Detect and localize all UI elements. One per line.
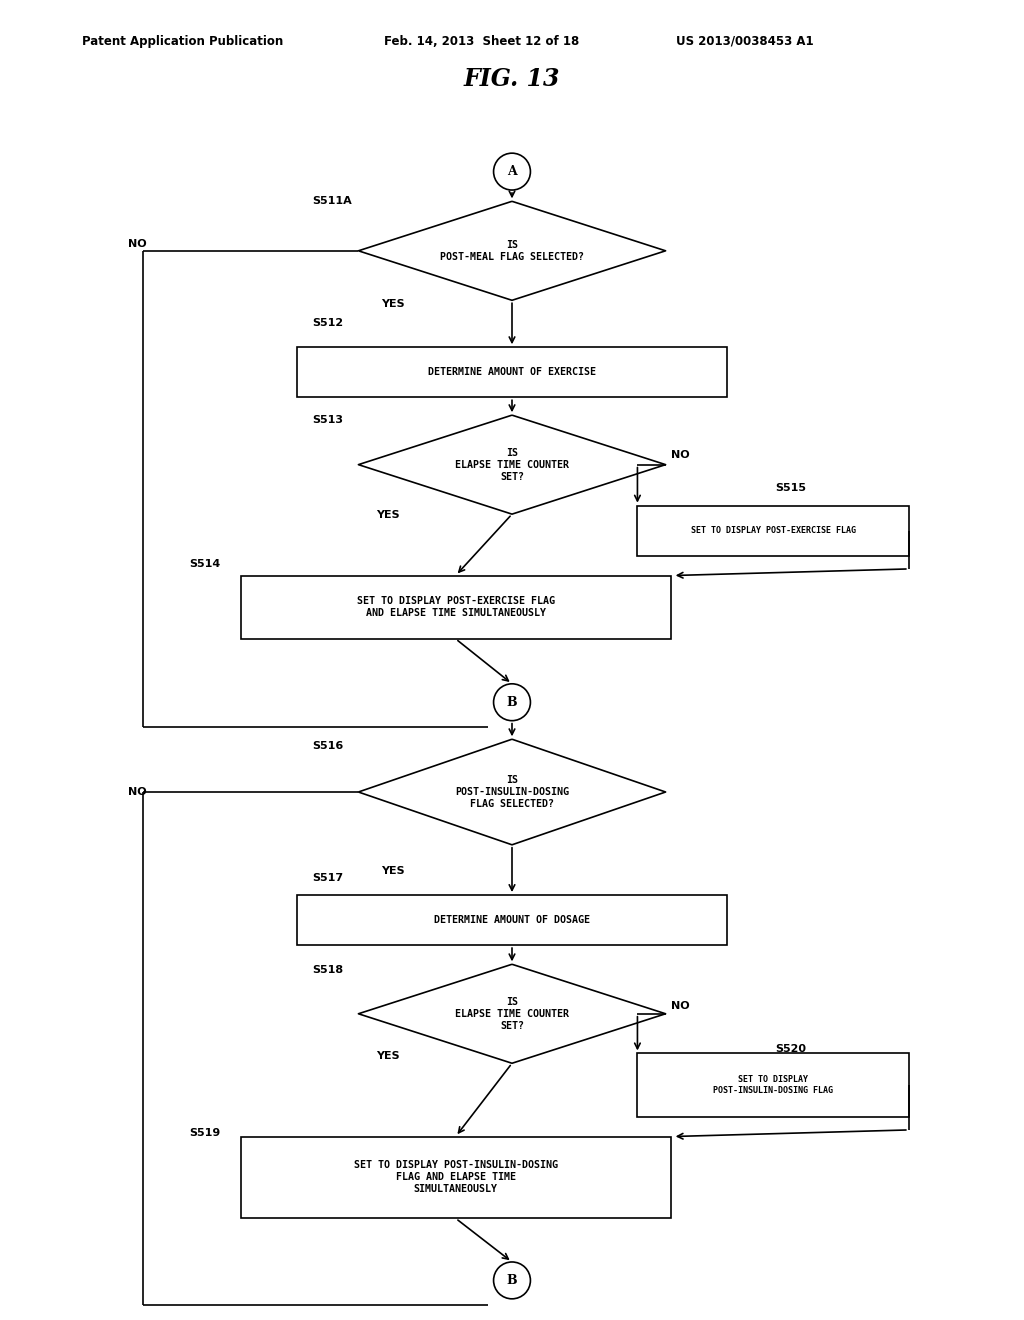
- Text: DETERMINE AMOUNT OF DOSAGE: DETERMINE AMOUNT OF DOSAGE: [434, 915, 590, 925]
- Bar: [297, 895, 727, 945]
- Text: SET TO DISPLAY POST-EXERCISE FLAG
AND ELAPSE TIME SIMULTANEOUSLY: SET TO DISPLAY POST-EXERCISE FLAG AND EL…: [356, 597, 555, 618]
- Text: Feb. 14, 2013  Sheet 12 of 18: Feb. 14, 2013 Sheet 12 of 18: [384, 34, 580, 48]
- Text: Patent Application Publication: Patent Application Publication: [82, 34, 284, 48]
- Text: S516: S516: [312, 741, 344, 751]
- Bar: [241, 1137, 671, 1218]
- Text: S518: S518: [312, 965, 343, 975]
- Text: S520: S520: [775, 1044, 806, 1055]
- Text: S514: S514: [189, 558, 221, 569]
- Text: NO: NO: [671, 1001, 689, 1011]
- Text: US 2013/0038453 A1: US 2013/0038453 A1: [676, 34, 813, 48]
- Bar: [637, 506, 909, 556]
- Text: NO: NO: [128, 239, 146, 249]
- Text: IS
POST-INSULIN-DOSING
FLAG SELECTED?: IS POST-INSULIN-DOSING FLAG SELECTED?: [455, 775, 569, 809]
- Bar: [241, 576, 671, 639]
- Text: NO: NO: [128, 787, 146, 797]
- Text: IS
ELAPSE TIME COUNTER
SET?: IS ELAPSE TIME COUNTER SET?: [455, 997, 569, 1031]
- Text: FIG. 13: FIG. 13: [464, 67, 560, 91]
- Text: IS
ELAPSE TIME COUNTER
SET?: IS ELAPSE TIME COUNTER SET?: [455, 447, 569, 482]
- Text: S515: S515: [775, 483, 806, 494]
- Text: A: A: [507, 165, 517, 178]
- Text: S519: S519: [189, 1127, 221, 1138]
- Ellipse shape: [494, 1262, 530, 1299]
- Text: DETERMINE AMOUNT OF EXERCISE: DETERMINE AMOUNT OF EXERCISE: [428, 367, 596, 378]
- Text: S512: S512: [312, 318, 343, 329]
- Text: B: B: [507, 696, 517, 709]
- Text: SET TO DISPLAY POST-INSULIN-DOSING
FLAG AND ELAPSE TIME
SIMULTANEOUSLY: SET TO DISPLAY POST-INSULIN-DOSING FLAG …: [353, 1160, 558, 1195]
- Text: S511A: S511A: [312, 195, 352, 206]
- Text: B: B: [507, 1274, 517, 1287]
- Ellipse shape: [494, 153, 530, 190]
- Text: YES: YES: [381, 866, 404, 876]
- Text: NO: NO: [671, 450, 689, 461]
- Text: YES: YES: [381, 298, 404, 309]
- Text: YES: YES: [376, 1051, 399, 1061]
- Bar: [637, 1053, 909, 1117]
- Ellipse shape: [494, 684, 530, 721]
- Text: S513: S513: [312, 414, 343, 425]
- Bar: [297, 347, 727, 397]
- Text: IS
POST-MEAL FLAG SELECTED?: IS POST-MEAL FLAG SELECTED?: [440, 240, 584, 261]
- Text: SET TO DISPLAY POST-EXERCISE FLAG: SET TO DISPLAY POST-EXERCISE FLAG: [690, 527, 856, 535]
- Text: YES: YES: [376, 510, 399, 520]
- Text: SET TO DISPLAY
POST-INSULIN-DOSING FLAG: SET TO DISPLAY POST-INSULIN-DOSING FLAG: [713, 1076, 834, 1094]
- Text: S517: S517: [312, 873, 343, 883]
